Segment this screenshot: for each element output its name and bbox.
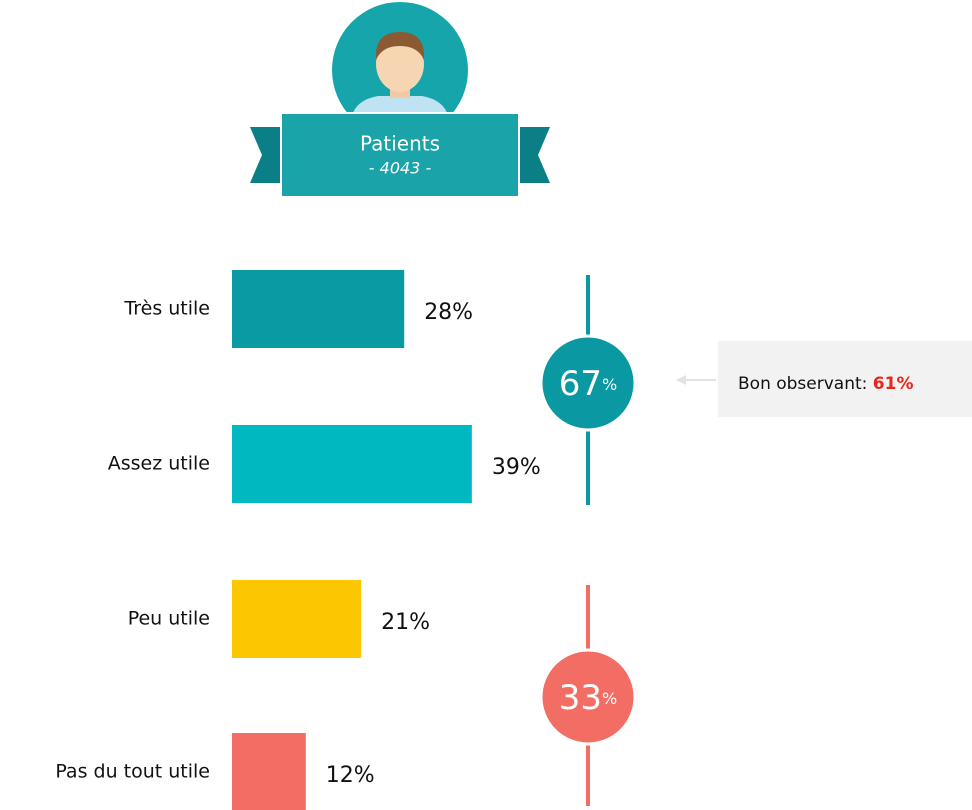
infographic: Patients - 4043 - Bon observant: 61% Trè…: [0, 0, 972, 810]
bar: [232, 425, 472, 503]
header-badge: Patients - 4043 -: [250, 2, 550, 197]
category-label: Peu utile: [128, 608, 210, 630]
value-label: 21%: [381, 610, 430, 635]
bar: [232, 270, 404, 348]
group-value: 67: [559, 364, 602, 404]
ribbon-right: [517, 127, 550, 183]
category-label: Assez utile: [108, 453, 210, 475]
group-unit: %: [602, 689, 617, 708]
header-subtitle: - 4043 -: [369, 159, 432, 178]
bar: [232, 580, 361, 658]
value-label: 28%: [424, 300, 473, 325]
bar: [232, 733, 306, 810]
group-unit: %: [602, 375, 617, 394]
header-title: Patients: [360, 132, 440, 156]
group-value: 33: [559, 678, 602, 718]
annotation-arrowhead: [676, 375, 686, 385]
ribbon-left: [250, 127, 283, 183]
annotation-text: Bon observant: 61%: [738, 374, 914, 394]
annotation-highlight: 61%: [873, 374, 914, 394]
category-label: Pas du tout utile: [55, 761, 210, 783]
annotation-label: Bon observant:: [738, 374, 867, 394]
annotation: Bon observant: 61%: [676, 341, 972, 417]
value-label: 39%: [492, 455, 541, 480]
category-label: Très utile: [123, 298, 210, 320]
value-label: 12%: [326, 763, 375, 788]
